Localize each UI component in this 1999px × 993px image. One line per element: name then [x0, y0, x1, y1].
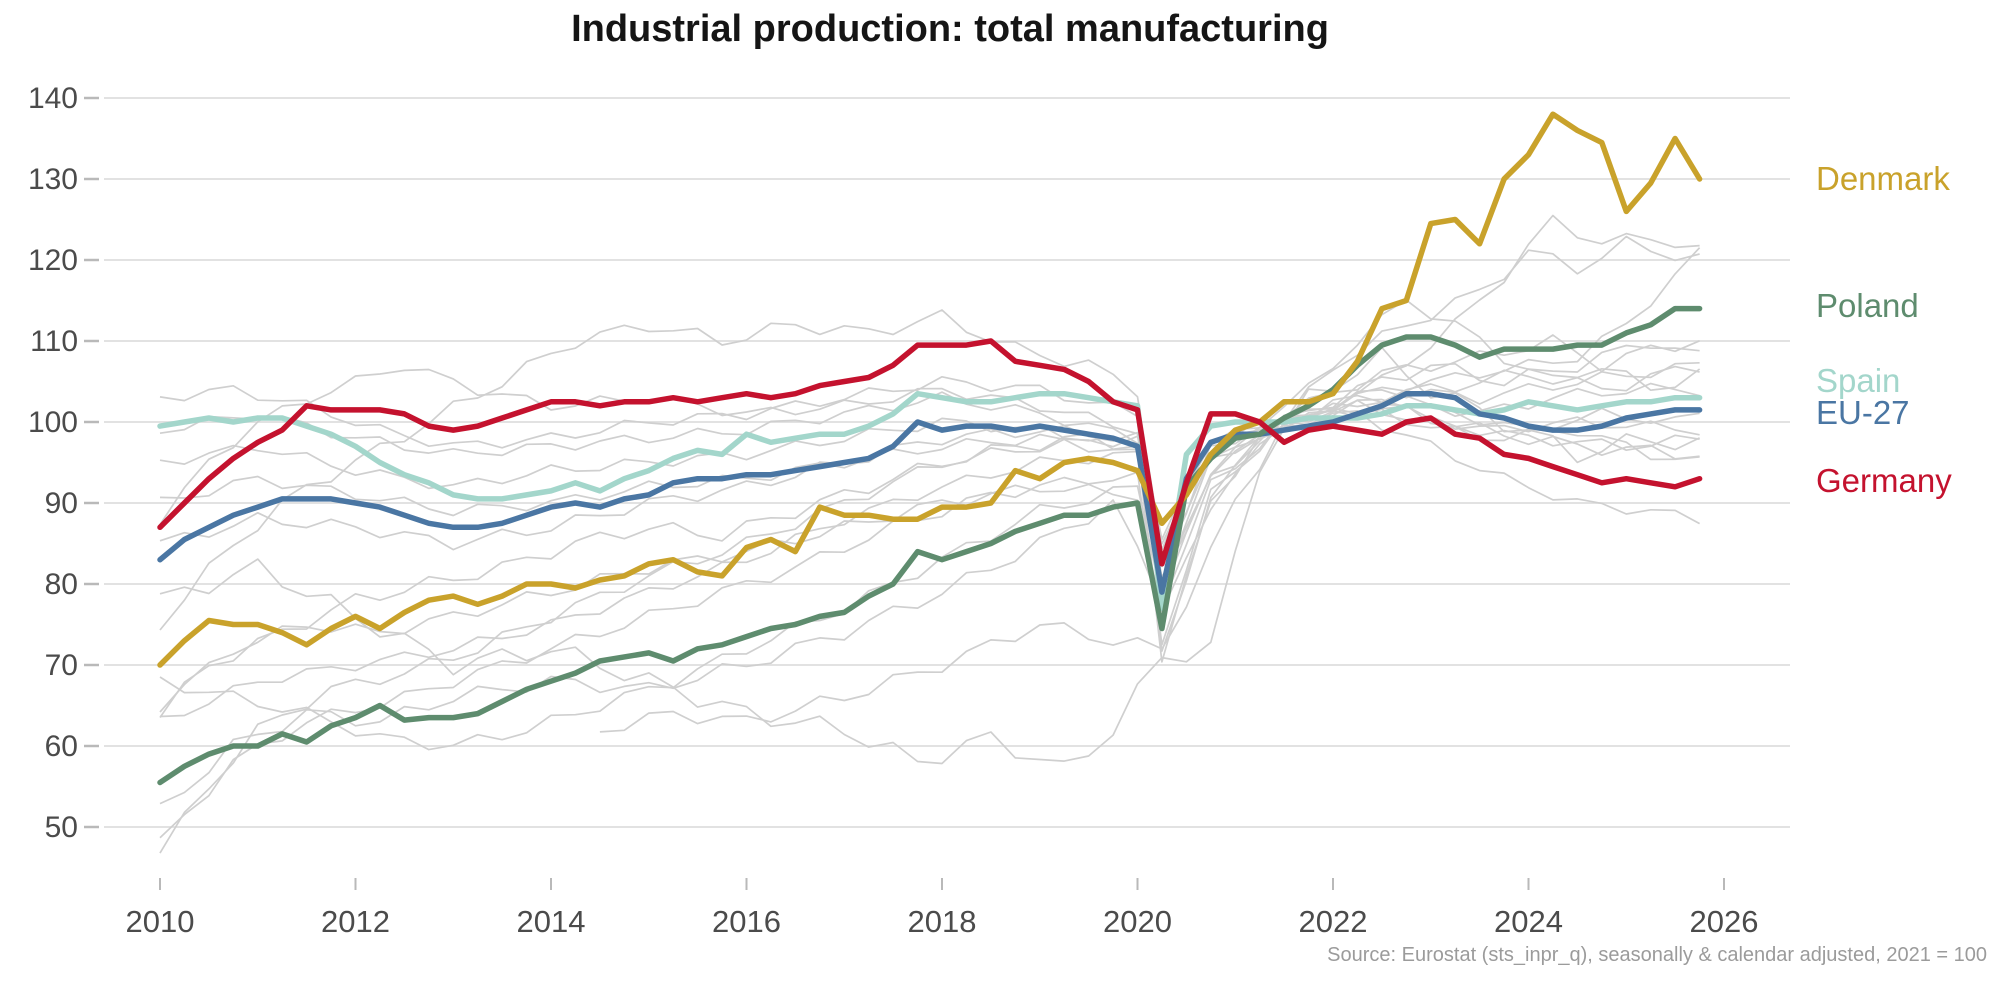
x-tick-label: 2018: [908, 904, 977, 939]
y-tick-label: 110: [30, 325, 78, 358]
background-series-line: [159, 382, 1700, 713]
legend-label-denmark: Denmark: [1816, 160, 1950, 197]
y-tick-label: 120: [28, 244, 78, 277]
background-series-line: [599, 235, 1700, 733]
x-tick-label: 2014: [517, 904, 586, 939]
legend-label-germany: Germany: [1816, 462, 1952, 499]
y-tick-label: 100: [28, 406, 78, 439]
series-line-poland: [157, 305, 1703, 786]
y-tick-label: 80: [45, 568, 78, 601]
y-tick-label: 140: [28, 82, 78, 115]
background-series-line: [159, 247, 1701, 718]
source-note: Source: Eurostat (sts_inpr_q), seasonall…: [1327, 944, 1987, 966]
background-series-line: [159, 344, 1700, 805]
series-line-germany: [157, 338, 1703, 567]
series-line-spain: [157, 390, 1703, 612]
x-tick-label: 2020: [1103, 904, 1172, 939]
legend-label-eu-27: EU-27: [1816, 394, 1910, 431]
y-tick-label: 60: [45, 730, 78, 763]
x-tick-label: 2012: [321, 904, 390, 939]
background-series-line: [159, 214, 1700, 839]
series-line-denmark: [157, 111, 1703, 668]
y-tick-label: 130: [28, 163, 78, 196]
x-tick-label: 2022: [1299, 904, 1368, 939]
x-tick-label: 2016: [712, 904, 781, 939]
x-tick-label: 2024: [1494, 904, 1563, 939]
background-series-line: [159, 375, 1700, 541]
y-tick-label: 90: [45, 487, 78, 520]
legend-label-spain: Spain: [1816, 362, 1901, 399]
background-series-line: [159, 408, 1700, 646]
x-tick-label: 2010: [126, 904, 195, 939]
background-series-line: [159, 309, 1700, 631]
background-series-line: [159, 361, 1700, 751]
series-line-eu-27: [157, 390, 1703, 595]
background-series-line: [159, 299, 1701, 568]
chart-title: Industrial production: total manufacturi…: [571, 8, 1329, 50]
y-tick-label: 50: [45, 811, 78, 844]
legend-label-poland: Poland: [1816, 287, 1919, 324]
background-series-line: [159, 334, 1700, 854]
y-tick-label: 70: [45, 649, 78, 682]
x-tick-label: 2026: [1690, 904, 1759, 939]
